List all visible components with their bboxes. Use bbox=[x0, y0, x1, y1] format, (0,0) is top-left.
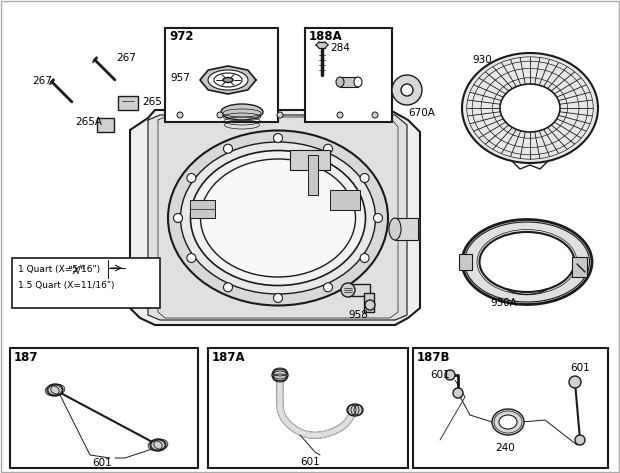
Text: 1.5 Quart (X=11/16"): 1.5 Quart (X=11/16") bbox=[18, 281, 115, 290]
Circle shape bbox=[365, 300, 375, 310]
Bar bbox=[305, 28, 392, 122]
Circle shape bbox=[324, 144, 332, 153]
Text: 187A: 187A bbox=[212, 351, 246, 364]
Ellipse shape bbox=[500, 84, 560, 132]
Text: 930: 930 bbox=[472, 55, 492, 65]
Text: 601: 601 bbox=[570, 363, 590, 373]
Circle shape bbox=[360, 254, 369, 263]
Circle shape bbox=[324, 283, 332, 292]
Circle shape bbox=[217, 112, 223, 118]
Ellipse shape bbox=[389, 218, 401, 240]
Text: 957: 957 bbox=[170, 73, 190, 83]
Bar bbox=[12, 258, 160, 308]
Bar bbox=[290, 150, 330, 170]
Ellipse shape bbox=[354, 77, 362, 87]
Ellipse shape bbox=[190, 150, 366, 286]
Circle shape bbox=[177, 112, 183, 118]
Bar bbox=[459, 254, 472, 270]
Polygon shape bbox=[316, 42, 328, 48]
Circle shape bbox=[273, 133, 283, 142]
Text: 187: 187 bbox=[14, 351, 38, 364]
Bar bbox=[208, 348, 408, 468]
Bar bbox=[190, 200, 215, 218]
Polygon shape bbox=[200, 66, 256, 94]
Bar bbox=[165, 28, 278, 122]
Text: 188A: 188A bbox=[309, 30, 343, 43]
Bar bbox=[10, 348, 198, 468]
Ellipse shape bbox=[214, 73, 242, 87]
Ellipse shape bbox=[150, 439, 166, 451]
Bar bbox=[348, 284, 370, 296]
Text: 267: 267 bbox=[32, 76, 52, 86]
Circle shape bbox=[575, 435, 585, 445]
Ellipse shape bbox=[180, 142, 376, 294]
Bar bbox=[364, 293, 374, 312]
Text: 601: 601 bbox=[430, 370, 450, 380]
Circle shape bbox=[223, 144, 232, 153]
Text: 1 Quart (X=5/16"): 1 Quart (X=5/16") bbox=[18, 265, 100, 274]
Bar bbox=[330, 190, 360, 210]
Circle shape bbox=[277, 112, 283, 118]
Circle shape bbox=[569, 376, 581, 388]
Circle shape bbox=[337, 112, 343, 118]
Text: 284: 284 bbox=[330, 43, 350, 53]
Text: 930A: 930A bbox=[490, 298, 517, 308]
Ellipse shape bbox=[221, 104, 263, 120]
Ellipse shape bbox=[479, 232, 575, 292]
Bar bbox=[340, 77, 358, 87]
Ellipse shape bbox=[272, 369, 288, 381]
Text: 265A: 265A bbox=[75, 117, 102, 127]
Circle shape bbox=[392, 75, 422, 105]
Circle shape bbox=[401, 84, 413, 96]
Ellipse shape bbox=[223, 78, 233, 82]
Text: 240: 240 bbox=[495, 443, 515, 453]
Polygon shape bbox=[148, 115, 407, 320]
Circle shape bbox=[187, 254, 196, 263]
Text: 601: 601 bbox=[300, 457, 320, 467]
Ellipse shape bbox=[462, 53, 598, 163]
Text: 601: 601 bbox=[92, 458, 112, 468]
Text: 670A: 670A bbox=[408, 108, 435, 118]
Circle shape bbox=[453, 388, 463, 398]
Bar bbox=[97, 118, 114, 132]
Text: 958: 958 bbox=[348, 310, 368, 320]
Ellipse shape bbox=[462, 219, 592, 305]
Ellipse shape bbox=[47, 384, 63, 396]
Text: 265: 265 bbox=[142, 97, 162, 107]
Text: 187B: 187B bbox=[417, 351, 451, 364]
Circle shape bbox=[445, 370, 455, 380]
Ellipse shape bbox=[347, 404, 363, 416]
Bar bbox=[572, 257, 587, 277]
Polygon shape bbox=[395, 218, 418, 240]
Ellipse shape bbox=[499, 415, 517, 429]
Circle shape bbox=[341, 283, 355, 297]
Text: "X": "X" bbox=[68, 266, 84, 276]
Circle shape bbox=[187, 174, 196, 183]
Text: eReplacementParts.com: eReplacementParts.com bbox=[206, 222, 393, 237]
Bar bbox=[413, 348, 608, 468]
Circle shape bbox=[223, 283, 232, 292]
Ellipse shape bbox=[492, 409, 524, 435]
Polygon shape bbox=[130, 110, 420, 325]
Ellipse shape bbox=[168, 131, 388, 306]
Circle shape bbox=[372, 112, 378, 118]
Ellipse shape bbox=[200, 159, 355, 277]
Bar bbox=[118, 96, 138, 110]
Circle shape bbox=[360, 174, 369, 183]
Circle shape bbox=[373, 213, 383, 222]
Circle shape bbox=[174, 213, 182, 222]
Text: 972: 972 bbox=[169, 30, 193, 43]
Ellipse shape bbox=[336, 77, 344, 87]
Circle shape bbox=[273, 294, 283, 303]
Ellipse shape bbox=[208, 70, 248, 90]
Text: 267: 267 bbox=[116, 53, 136, 63]
Bar bbox=[308, 155, 318, 195]
